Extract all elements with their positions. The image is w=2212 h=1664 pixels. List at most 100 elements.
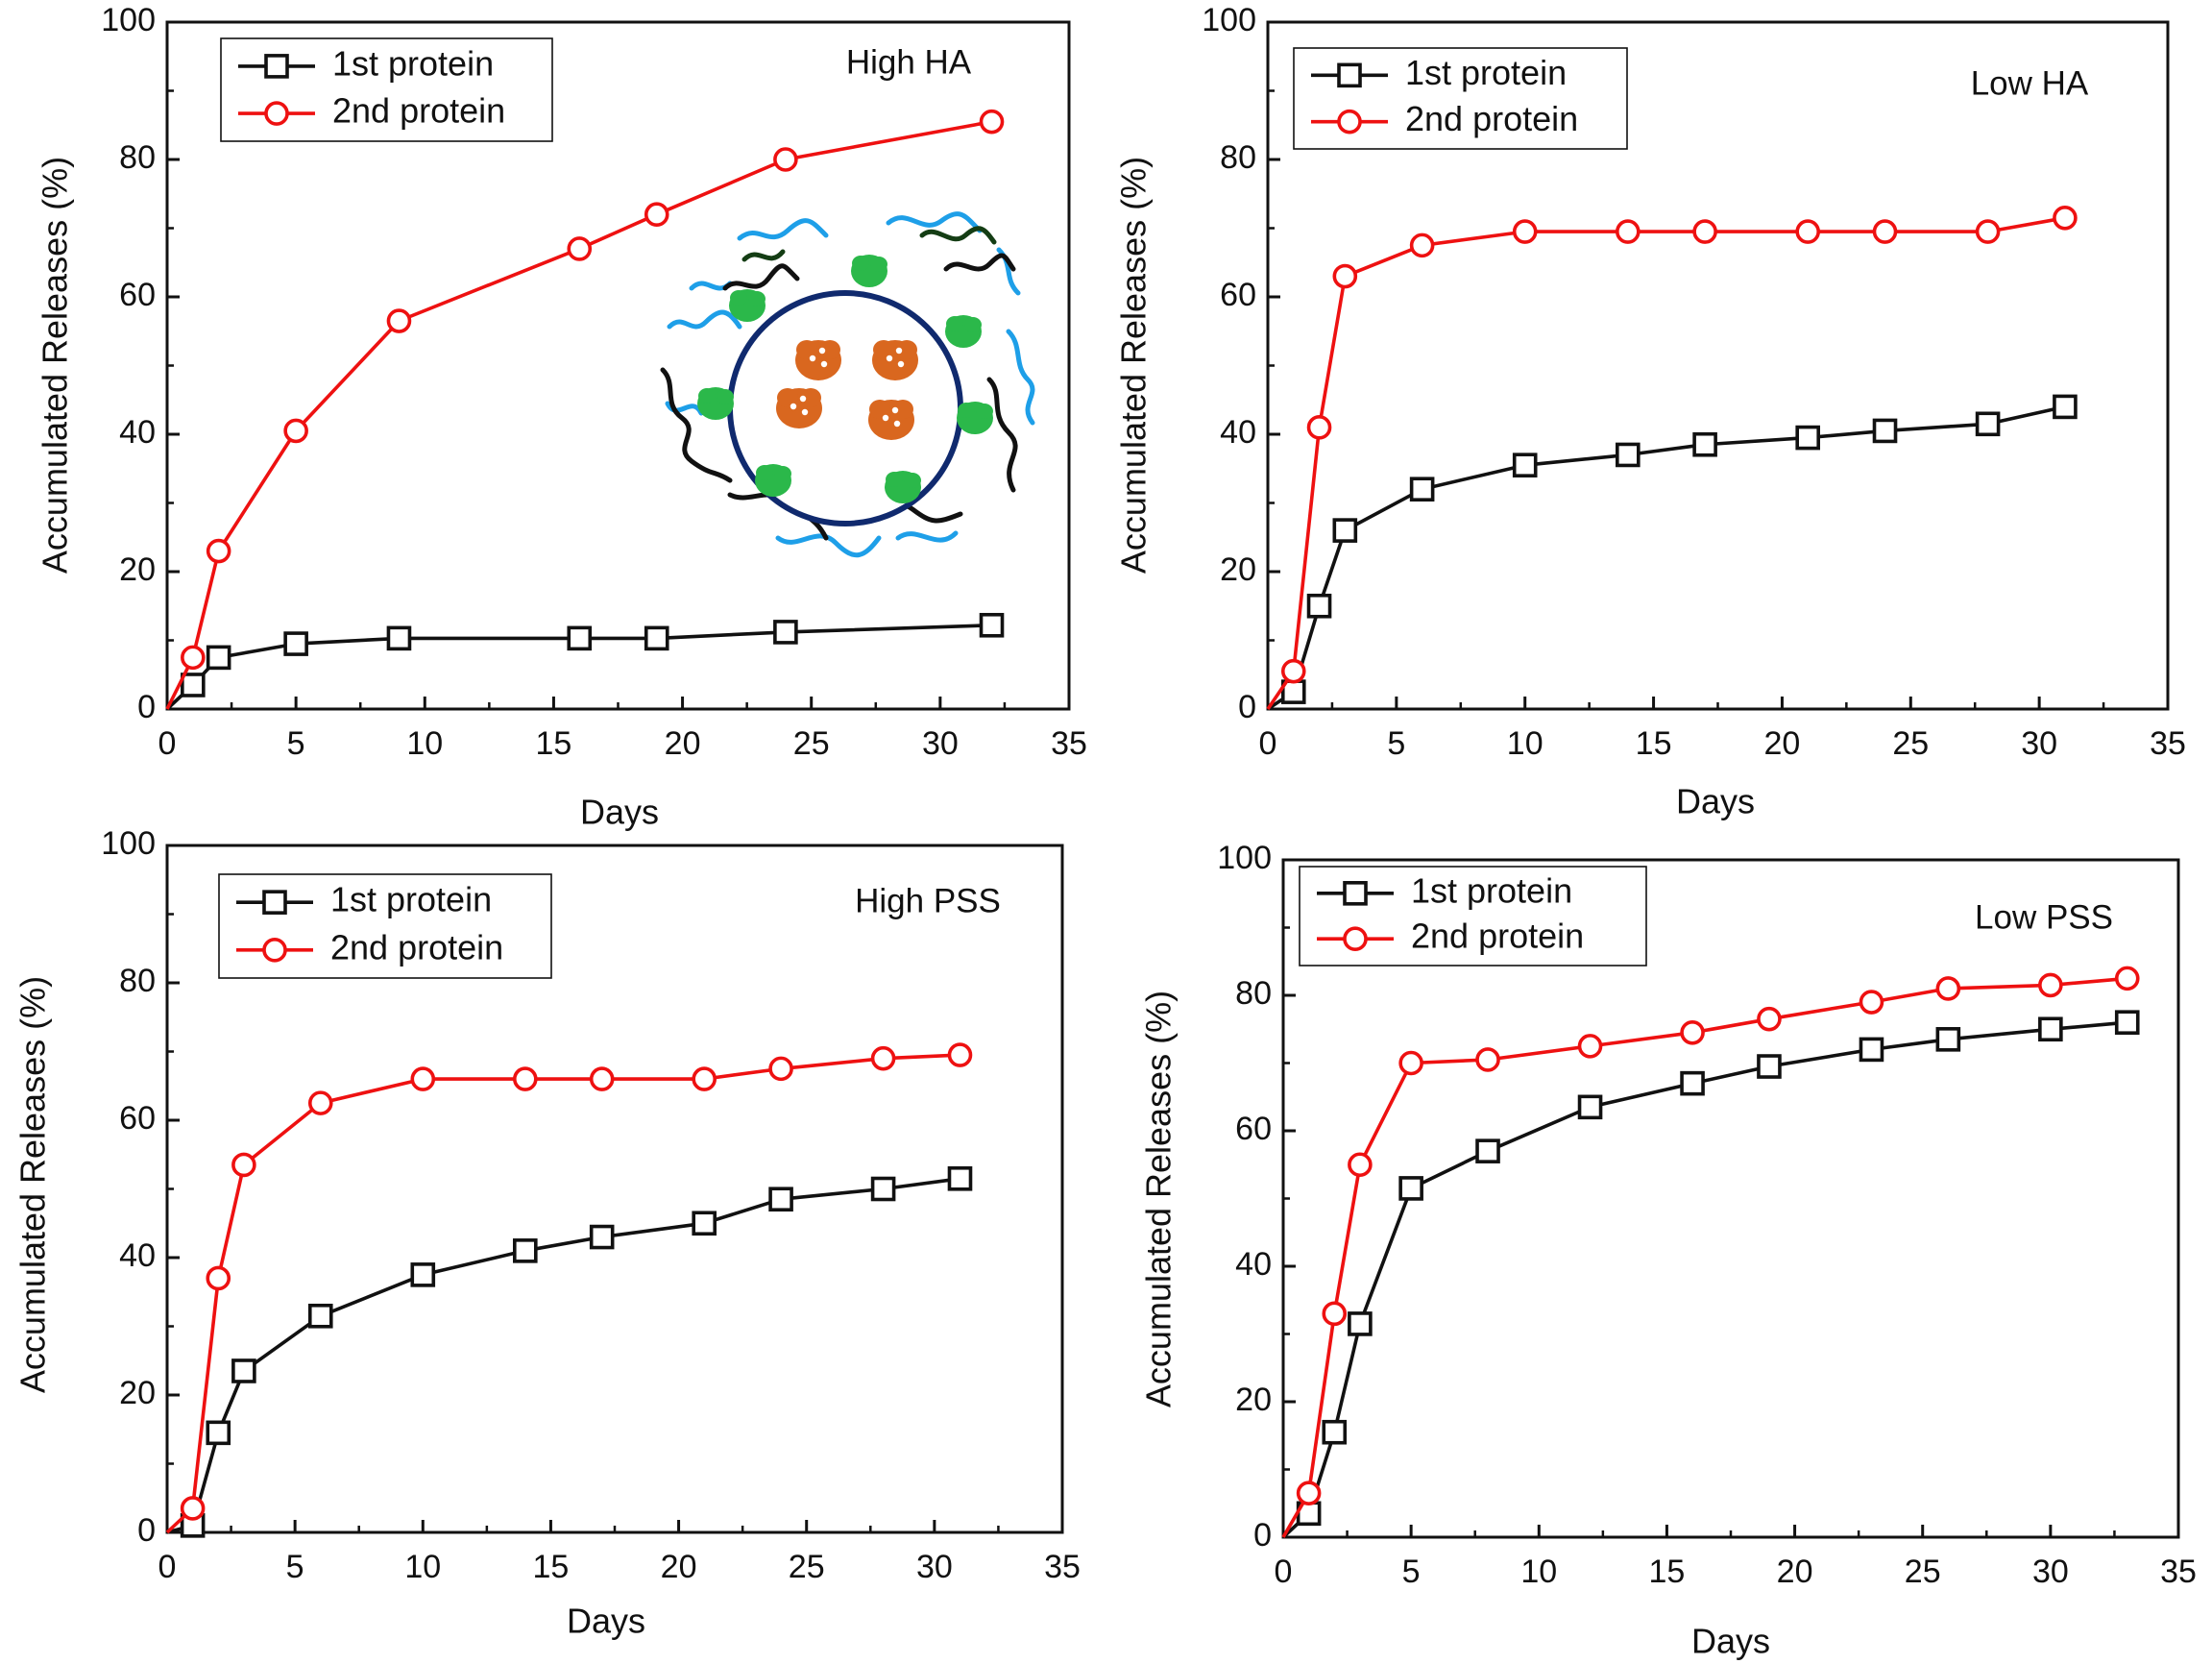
core-protein-dot: [893, 420, 901, 428]
chart-panel-2: 0 5 10 15 20 25 30 35 0 20 40 60 80 100 Days Accumulate…: [1114, 2, 2186, 821]
second-protein-point: [1306, 415, 1332, 440]
y-axis-title: Accumulated Releases (%): [36, 157, 75, 574]
y-tick-label: 20: [119, 1375, 156, 1411]
polymer-chain-blue: [737, 218, 829, 241]
first-protein-point: [512, 1238, 538, 1263]
surface-protein-lobe: [946, 316, 963, 331]
second-protein-point: [307, 1090, 333, 1115]
polymer-chain-blue: [1006, 329, 1035, 426]
second-protein-point: [947, 1042, 973, 1067]
legend-swatch-marker: [1337, 62, 1362, 88]
legend-label: 1st protein: [330, 880, 492, 919]
panel-title: Low PSS: [1975, 898, 2113, 936]
core-protein-lobe: [896, 340, 917, 359]
second-protein-point: [180, 1496, 206, 1521]
legend-swatch-marker: [262, 938, 287, 963]
core-protein-dot: [882, 414, 889, 422]
polymer-chain-blue: [775, 533, 882, 558]
surface-protein-lobe: [717, 389, 734, 404]
second-protein-point: [1475, 1047, 1500, 1072]
first-protein-point: [206, 645, 231, 671]
y-tick-label: 40: [1235, 1246, 1272, 1283]
core-protein-lobe: [796, 340, 817, 359]
x-axis-title: Days: [580, 793, 659, 832]
x-tick-label: 15: [1636, 725, 1672, 762]
first-protein-point: [1872, 418, 1898, 444]
panel-title: Low HA: [1971, 64, 2089, 102]
first-protein-point: [1322, 1419, 1348, 1445]
first-protein-point: [283, 631, 308, 656]
second-protein-point: [1975, 219, 2001, 244]
second-protein-point: [870, 1045, 896, 1071]
polymer-chain-dark: [919, 226, 997, 245]
first-protein-point: [386, 625, 412, 651]
legend-swatch-marker: [264, 101, 289, 126]
y-tick-label: 100: [101, 825, 156, 862]
first-protein-point: [1859, 1037, 1884, 1063]
legend: 1st protein 2nd protein: [220, 37, 553, 142]
first-protein-point: [1475, 1138, 1500, 1163]
first-protein-point: [181, 673, 206, 697]
chart-panel-4: 0 5 10 15 20 25 30 35 0 20 40 60 80 100 Days Accumulate…: [1139, 840, 2197, 1661]
series-line-first: [1267, 404, 2066, 711]
y-tick-label: 100: [1217, 840, 1272, 876]
second-protein-point: [1935, 976, 1961, 1001]
x-tick-label: 25: [793, 725, 830, 762]
x-axis-title: Days: [567, 1602, 645, 1641]
surface-protein-lobe: [748, 291, 766, 306]
x-tick-label: 20: [1777, 1554, 1813, 1590]
first-protein-point: [768, 1187, 793, 1212]
x-tick-label: 25: [1905, 1554, 1941, 1590]
second-protein-point: [206, 1265, 231, 1291]
y-tick-label: 80: [1235, 975, 1272, 1012]
y-tick-label: 40: [119, 1237, 156, 1274]
second-protein-point: [1692, 219, 1717, 244]
second-protein-point: [181, 645, 206, 671]
y-tick-label: 20: [119, 551, 156, 588]
legend-label: 2nd protein: [330, 927, 503, 967]
x-tick-label: 25: [789, 1549, 825, 1585]
y-tick-label: 0: [1253, 1517, 1272, 1554]
second-protein-point: [1680, 1019, 1705, 1045]
first-protein-point: [1795, 425, 1820, 451]
first-protein-point: [1616, 442, 1641, 468]
first-protein-point: [307, 1303, 333, 1329]
first-protein-point: [947, 1165, 973, 1191]
core-protein-lobe: [892, 400, 913, 419]
x-tick-label: 5: [1387, 725, 1405, 762]
core-protein-dot: [895, 347, 903, 355]
first-protein-point: [206, 1420, 231, 1446]
second-protein-point: [231, 1152, 256, 1178]
second-protein-point: [692, 1066, 717, 1091]
y-tick-label: 0: [137, 689, 156, 725]
second-protein-point: [979, 109, 1005, 135]
first-protein-point: [1348, 1311, 1373, 1336]
second-protein-point: [1795, 219, 1820, 244]
x-tick-label: 35: [1044, 1549, 1081, 1585]
core-protein-lobe: [869, 400, 890, 419]
y-tick-label: 100: [101, 2, 156, 38]
core-protein-dot: [897, 360, 905, 368]
y-axis-title: Accumulated Releases (%): [13, 976, 53, 1393]
x-tick-label: 10: [406, 725, 443, 762]
first-protein-point: [1409, 477, 1435, 502]
core-protein-dot: [891, 406, 899, 414]
x-tick-label: 0: [1275, 1554, 1293, 1590]
legend-label: 2nd protein: [1405, 99, 1578, 138]
second-protein-point: [1332, 263, 1358, 289]
second-protein-point: [1398, 1050, 1423, 1076]
second-protein-point: [773, 147, 798, 172]
x-tick-label: 15: [533, 1549, 570, 1585]
legend: 1st protein 2nd protein: [1299, 866, 1647, 967]
first-protein-point: [773, 620, 798, 645]
legend: 1st protein 2nd protein: [218, 873, 552, 979]
second-protein-point: [589, 1066, 615, 1091]
x-tick-label: 30: [916, 1549, 953, 1585]
x-tick-label: 10: [1520, 1554, 1557, 1590]
legend-swatch-marker: [1343, 881, 1368, 906]
polymer-chain-dark: [741, 249, 786, 262]
first-protein-point: [1398, 1176, 1423, 1201]
surface-protein-lobe: [870, 257, 887, 272]
first-protein-point: [1306, 593, 1332, 619]
